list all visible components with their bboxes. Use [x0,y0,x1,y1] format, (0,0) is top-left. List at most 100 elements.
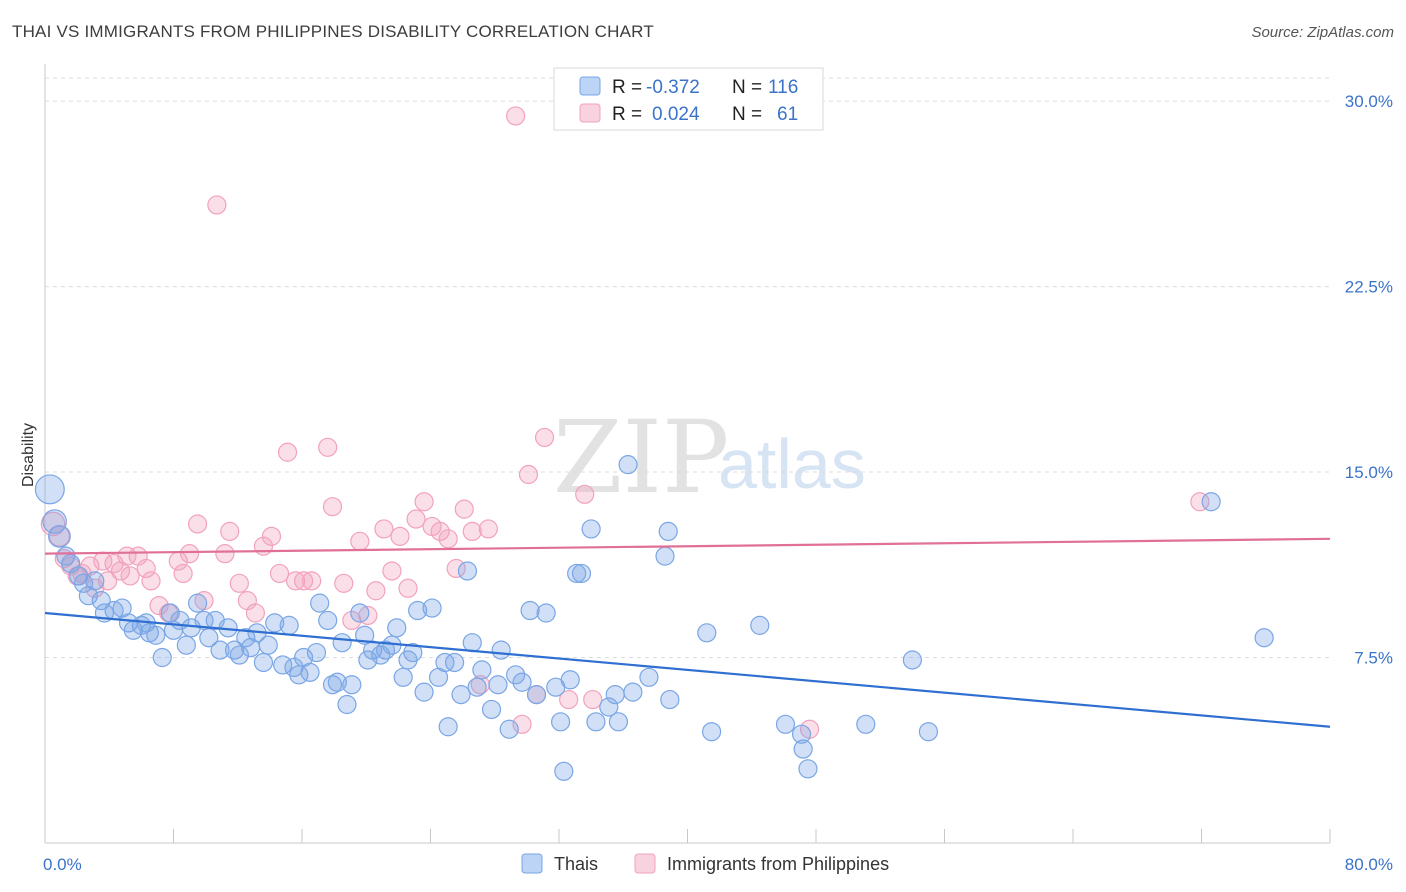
point-thais-88 [560,670,580,690]
point-thais-60 [387,618,407,638]
point-thais-72 [457,561,478,581]
point-thais-70 [444,652,465,673]
point-philippines-25 [215,544,235,564]
source-credit: Source: ZipAtlas.com [1251,24,1394,41]
point-thais-110 [902,650,922,670]
point-philippines-57 [478,519,498,539]
legend-n-value-1: 116 [768,77,798,98]
point-philippines-52 [438,529,458,549]
bottom-legend-swatch-philippines [634,853,656,874]
point-thais-99 [655,546,675,566]
bottom-legend-thais: Thais [554,854,598,874]
point-thais-66 [422,598,442,618]
point-thais-25 [187,593,208,613]
point-philippines-46 [390,526,410,546]
point-thais-69 [438,717,458,737]
point-thais-75 [472,660,492,680]
trend-line-philippines [44,537,1331,555]
point-thais-82 [520,600,540,621]
point-thais-37 [258,635,278,655]
point-thais-50 [332,633,352,653]
x-tick-label-0: 0.0% [43,855,82,874]
point-philippines-47 [398,578,418,598]
correlation-legend: R = -0.372 N = 116 R = 0.024 N = 61 [553,67,824,131]
series-philippines-points [40,106,1210,739]
legend-n-label-2: N = [732,104,762,125]
point-thais-38 [265,613,285,633]
point-thais-51 [337,694,357,715]
point-philippines-39 [334,573,354,593]
point-thais-40 [279,615,299,635]
point-philippines-44 [374,519,394,539]
point-thais-89 [567,563,587,584]
y-tick-labels: 7.5% 15.0% 22.5% 30.0% [1345,92,1393,667]
point-thais-6 [73,573,94,593]
point-thais-1 [42,509,67,534]
legend-n-value-2: 61 [777,104,798,125]
point-thais-46 [310,593,330,613]
point-thais-26 [194,610,214,631]
point-thais-106 [791,724,812,744]
legend-swatch-philippines [579,103,601,123]
y-axis-label: Disability [20,423,37,487]
point-philippines-20 [173,563,193,584]
point-thais-104 [750,615,770,635]
point-philippines-51 [430,521,450,542]
point-philippines-63 [559,689,579,710]
point-philippines-1 [48,525,70,547]
point-thais-18 [146,625,166,645]
point-thais-2 [48,524,71,548]
point-philippines-53 [446,558,466,579]
point-thais-9 [91,591,111,611]
point-thais-29 [210,640,230,660]
x-tick-label-1: 80.0% [1345,855,1393,874]
point-thais-58 [375,640,396,660]
point-philippines-22 [187,514,208,534]
point-thais-93 [599,697,619,717]
point-thais-94 [605,685,625,705]
point-philippines-48 [406,509,426,529]
point-philippines-21 [179,544,200,564]
point-thais-103 [701,722,722,742]
point-philippines-64 [583,689,603,710]
point-thais-107 [793,739,813,759]
point-philippines-43 [366,581,386,601]
point-philippines-38 [322,497,343,517]
point-thais-108 [798,759,818,779]
point-philippines-16 [141,571,161,591]
point-philippines-17 [149,595,169,616]
point-philippines-65 [575,484,595,504]
bottom-legend-swatch-thais [521,853,543,874]
point-philippines-27 [229,573,249,593]
point-thais-71 [451,685,471,705]
point-thais-45 [306,642,327,663]
point-philippines-37 [318,437,338,457]
point-thais-55 [358,650,378,670]
point-thais-81 [512,672,532,692]
point-thais-0 [34,474,65,505]
point-philippines-42 [358,605,378,626]
point-thais-79 [499,719,519,739]
point-thais-102 [697,623,717,643]
watermark: ZIP atlas [553,399,866,516]
point-thais-33 [236,628,256,648]
point-thais-80 [506,665,526,685]
point-thais-77 [488,675,508,695]
point-thais-78 [491,640,511,660]
legend-n-label-1: N = [732,77,762,98]
point-thais-32 [229,645,249,665]
point-thais-105 [775,714,796,734]
point-thais-112 [1201,492,1221,512]
point-philippines-60 [518,464,539,485]
point-thais-42 [289,665,309,685]
point-thais-65 [414,682,434,702]
legend-r-value-1: -0.372 [646,77,700,98]
point-thais-52 [342,675,362,695]
point-thais-27 [199,628,219,648]
point-thais-90 [571,563,592,584]
series-legend: Thais Immigrants from Philippines [521,853,889,874]
chart-title: THAI VS IMMIGRANTS FROM PHILIPPINES DISA… [12,22,654,41]
legend-r-label-2: R = [612,104,642,125]
y-tick-label-1: 15.0% [1345,463,1393,482]
